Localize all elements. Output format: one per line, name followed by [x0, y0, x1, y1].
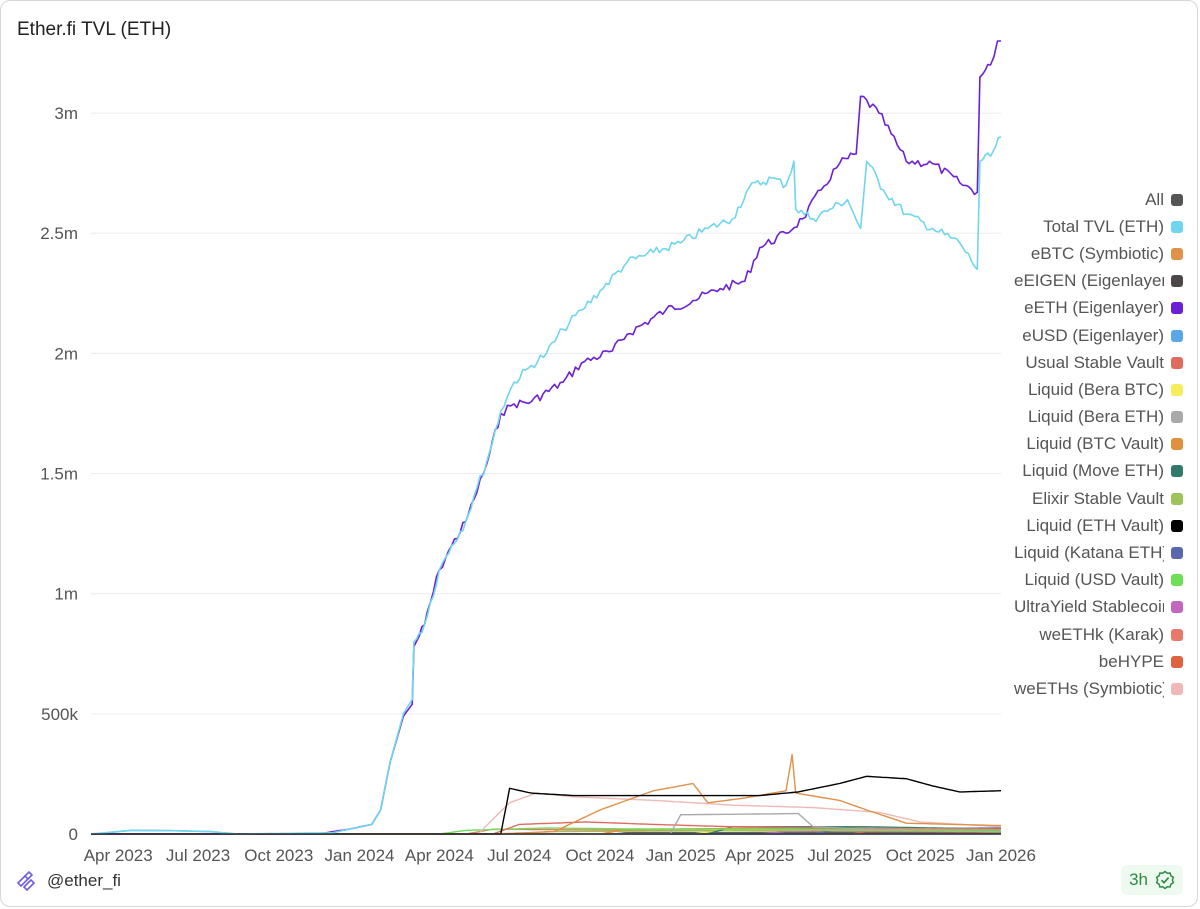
legend-item[interactable]: Liquid (ETH Vault) — [983, 512, 1183, 539]
legend-label: Liquid (Katana ETH) — [1014, 543, 1164, 563]
x-tick-label: Jul 2023 — [166, 846, 230, 865]
legend-item[interactable]: Liquid (Bera ETH) — [983, 404, 1183, 431]
y-tick-label: 2.5m — [40, 224, 78, 243]
x-tick-label: Oct 2023 — [244, 846, 313, 865]
legend-item[interactable]: weETHk (Karak) — [983, 621, 1183, 648]
legend-swatch — [1171, 275, 1183, 288]
legend-label: Liquid (Move ETH) — [1022, 461, 1164, 481]
legend-swatch — [1171, 411, 1183, 424]
legend-label: Liquid (Bera ETH) — [1027, 407, 1164, 427]
legend-label: weETHk (Karak) — [1039, 624, 1164, 644]
legend-item[interactable]: eBTC (Symbiotic) — [983, 240, 1183, 267]
account-handle[interactable]: @ether_fi — [47, 871, 121, 890]
legend-label: eEIGEN (Eigenlayer) — [1014, 271, 1164, 291]
x-tick-label: Jul 2024 — [487, 846, 551, 865]
y-tick-label: 2m — [54, 344, 78, 363]
legend-label: Total TVL (ETH) — [1043, 216, 1164, 236]
legend-swatch — [1171, 655, 1183, 668]
legend-item[interactable]: Liquid (Katana ETH) — [983, 539, 1183, 566]
series-line — [90, 136, 1002, 835]
etherfi-logo-icon — [16, 870, 36, 892]
footer-brand: @ether_fi — [15, 869, 121, 893]
legend-label: Liquid (USD Vault) — [1024, 570, 1164, 590]
legend-label: eETH (Eigenlayer) — [1024, 298, 1164, 318]
legend-swatch — [1171, 547, 1183, 560]
legend-swatch — [1171, 682, 1183, 695]
legend-item[interactable]: weETHs (Symbiotic) — [983, 675, 1183, 702]
legend-swatch — [1171, 356, 1183, 369]
legend-swatch — [1171, 193, 1183, 206]
x-tick-label: Oct 2024 — [565, 846, 634, 865]
legend-item[interactable]: eUSD (Eigenlayer) — [983, 322, 1183, 349]
series-line — [91, 40, 1001, 835]
x-tick-label: Jan 2025 — [646, 846, 716, 865]
legend-swatch — [1171, 492, 1183, 505]
y-tick-label: 1.5m — [40, 465, 78, 484]
legend-label: weETHs (Symbiotic) — [1014, 678, 1164, 698]
legend-swatch — [1171, 574, 1183, 587]
legend-item[interactable]: Usual Stable Vault — [983, 349, 1183, 376]
legend-swatch — [1171, 519, 1183, 532]
legend-swatch — [1171, 601, 1183, 614]
legend-label: Elixir Stable Vault — [1032, 488, 1164, 508]
legend-item[interactable]: All — [983, 186, 1183, 213]
legend-swatch — [1171, 302, 1183, 315]
legend-item[interactable]: Liquid (Bera BTC) — [983, 376, 1183, 403]
series-line — [91, 775, 1002, 835]
legend-label: Liquid (ETH Vault) — [1026, 515, 1164, 535]
refresh-interval-label: 3h — [1129, 870, 1148, 889]
legend-swatch — [1171, 220, 1183, 233]
legend-item[interactable]: eEIGEN (Eigenlayer) — [983, 268, 1183, 295]
y-tick-label: 3m — [54, 104, 78, 123]
x-tick-label: Apr 2023 — [84, 846, 153, 865]
chart-legend: All Total TVL (ETH) eBTC (Symbiotic) eEIGEN… — [983, 186, 1183, 703]
x-tick-label: Apr 2024 — [405, 846, 474, 865]
legend-label: All — [1145, 189, 1164, 209]
legend-item[interactable]: beHYPE — [983, 648, 1183, 675]
verified-check-icon — [1155, 870, 1175, 890]
legend-label: UltraYield Stablecoin — [1014, 597, 1164, 617]
legend-item[interactable]: Liquid (BTC Vault) — [983, 431, 1183, 458]
legend-swatch — [1171, 438, 1183, 451]
legend-label: eUSD (Eigenlayer) — [1022, 325, 1164, 345]
legend-label: Liquid (Bera BTC) — [1027, 379, 1164, 399]
y-tick-label: 500k — [41, 705, 78, 724]
x-tick-label: Jul 2025 — [807, 846, 871, 865]
legend-swatch — [1171, 247, 1183, 260]
legend-item[interactable]: UltraYield Stablecoin — [983, 594, 1183, 621]
legend-swatch — [1171, 329, 1183, 342]
legend-item[interactable]: Elixir Stable Vault — [983, 485, 1183, 512]
legend-item[interactable]: Liquid (Move ETH) — [983, 458, 1183, 485]
x-tick-label: Oct 2025 — [886, 846, 955, 865]
x-tick-label: Jan 2024 — [325, 846, 395, 865]
x-tick-label: Apr 2025 — [725, 846, 794, 865]
legend-label: Usual Stable Vault — [1025, 352, 1164, 372]
legend-swatch — [1171, 465, 1183, 478]
refresh-badge[interactable]: 3h — [1121, 865, 1183, 895]
chart-title: Ether.fi TVL (ETH) — [17, 19, 172, 40]
legend-label: eBTC (Symbiotic) — [1030, 243, 1164, 263]
legend-label: beHYPE — [1098, 651, 1164, 671]
legend-item[interactable]: Total TVL (ETH) — [983, 213, 1183, 240]
legend-swatch — [1171, 628, 1183, 641]
y-tick-label: 1m — [54, 585, 78, 604]
legend-label: Liquid (BTC Vault) — [1026, 434, 1164, 454]
y-tick-label: 0 — [69, 825, 78, 844]
legend-item[interactable]: eETH (Eigenlayer) — [983, 295, 1183, 322]
legend-swatch — [1171, 383, 1183, 396]
legend-item[interactable]: Liquid (USD Vault) — [983, 567, 1183, 594]
x-tick-label: Jan 2026 — [966, 846, 1036, 865]
